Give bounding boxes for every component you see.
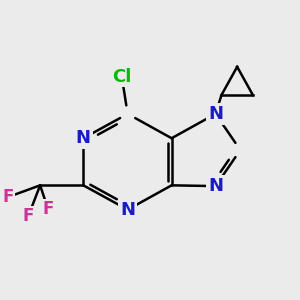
Text: F: F	[23, 207, 34, 225]
Text: Cl: Cl	[112, 68, 131, 85]
Text: F: F	[2, 188, 14, 206]
Text: N: N	[208, 105, 223, 123]
Text: F: F	[42, 200, 54, 218]
Text: N: N	[76, 129, 91, 147]
Text: N: N	[120, 201, 135, 219]
Text: N: N	[208, 177, 223, 195]
